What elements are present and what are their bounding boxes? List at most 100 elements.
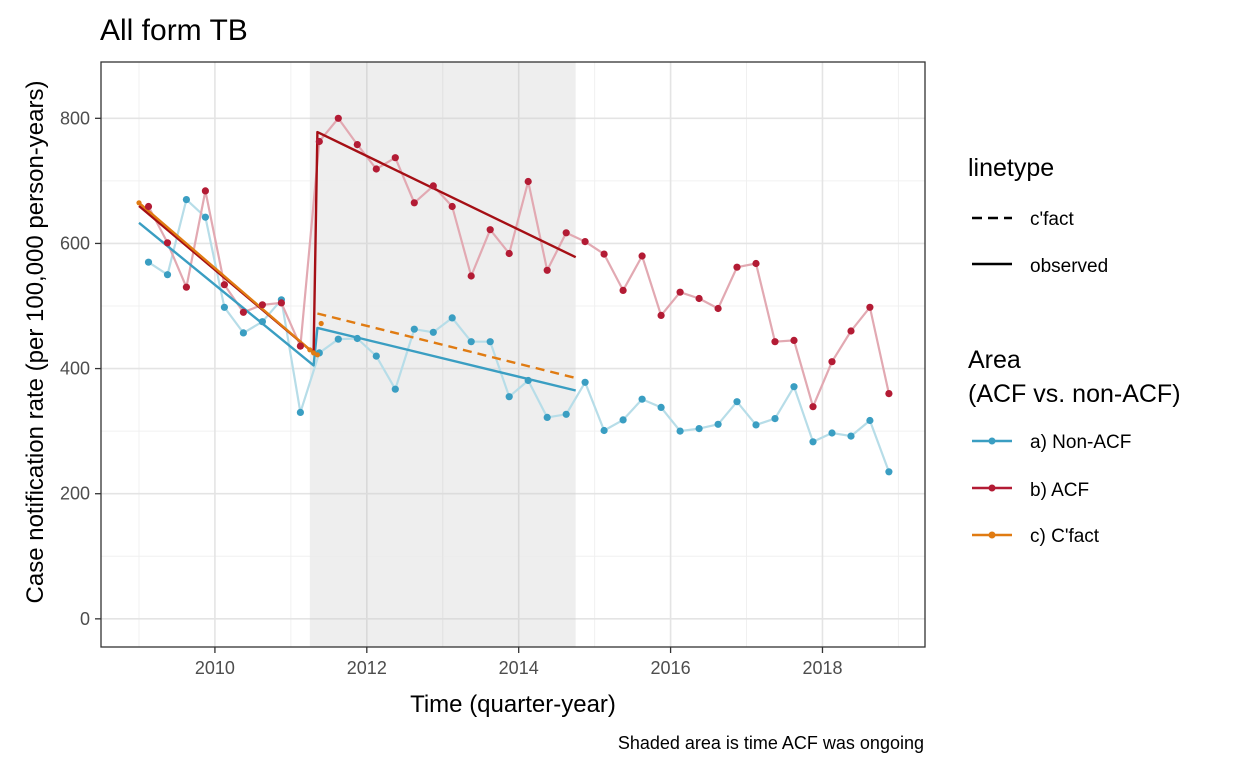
point-acf xyxy=(619,286,627,294)
point-acf xyxy=(163,239,172,247)
point-acf xyxy=(410,199,418,207)
point-non-acf xyxy=(524,376,532,385)
point-acf xyxy=(505,249,513,258)
point-acf xyxy=(239,308,247,316)
point-non-acf xyxy=(885,468,893,476)
y-tick-label: 0 xyxy=(80,609,90,629)
point-acf xyxy=(600,250,608,258)
point-acf xyxy=(752,259,760,268)
point-acf xyxy=(448,202,456,211)
legend-key-cfact-point xyxy=(988,531,996,539)
point-non-acf xyxy=(676,427,684,435)
point-acf xyxy=(771,338,779,346)
point-non-acf xyxy=(828,429,836,437)
point-acf xyxy=(581,238,589,246)
point-non-acf xyxy=(372,352,380,360)
point-acf xyxy=(372,165,380,173)
legend-label-acf: b) ACF xyxy=(1030,480,1089,501)
point-cfact xyxy=(307,347,313,353)
point-acf xyxy=(144,202,153,211)
point-acf xyxy=(258,301,266,309)
point-non-acf xyxy=(201,213,209,221)
trend-line-non-acf-observed xyxy=(138,221,576,392)
point-acf xyxy=(866,303,874,311)
point-acf xyxy=(315,137,323,146)
area-legend-title-line2: (ACF vs. non-ACF) xyxy=(968,380,1181,408)
point-acf xyxy=(790,336,798,344)
point-acf xyxy=(885,390,893,398)
point-non-acf xyxy=(505,393,513,401)
point-non-acf xyxy=(657,403,665,411)
point-non-acf xyxy=(714,420,722,428)
area-legend: Area (ACF vs. non-ACF) a) Non-ACF b) ACF… xyxy=(968,346,1181,547)
point-non-acf xyxy=(258,318,266,326)
point-acf xyxy=(201,187,209,195)
y-tick-label: 600 xyxy=(60,233,90,253)
point-non-acf xyxy=(144,258,153,266)
point-acf xyxy=(714,304,722,313)
axis-ticks: 2010 2012 2014 2016 2018 0 200 400 600 800 xyxy=(60,108,843,678)
legend-key-acf-point xyxy=(988,484,996,492)
panel-border xyxy=(100,61,926,648)
point-acf xyxy=(562,229,570,237)
area-legend-title-line1: Area xyxy=(968,346,1021,374)
point-non-acf xyxy=(448,314,456,322)
x-tick-label: 2010 xyxy=(195,658,235,678)
point-acf xyxy=(543,266,551,274)
point-non-acf xyxy=(163,271,172,279)
legend-label-non-acf: a) Non-ACF xyxy=(1030,432,1131,453)
y-axis-title: Case notification rate (per 100,000 pers… xyxy=(22,81,49,604)
y-tick-label: 800 xyxy=(60,108,90,128)
point-non-acf xyxy=(695,425,703,433)
x-axis-title: Time (quarter-year) xyxy=(410,691,616,718)
linetype-legend: linetype c'fact observed xyxy=(968,154,1108,277)
point-non-acf xyxy=(771,415,779,423)
plot-marks xyxy=(136,114,893,476)
x-tick-label: 2012 xyxy=(347,658,387,678)
point-non-acf xyxy=(543,413,551,421)
point-non-acf xyxy=(182,196,190,204)
x-tick-label: 2014 xyxy=(499,658,539,678)
point-acf xyxy=(524,177,532,186)
trend-line-cfact-observed xyxy=(138,201,315,354)
point-non-acf xyxy=(391,385,399,393)
point-non-acf xyxy=(752,421,760,429)
chart-caption: Shaded area is time ACF was ongoing xyxy=(618,733,924,753)
y-tick-label: 400 xyxy=(60,359,90,379)
point-non-acf xyxy=(733,398,741,406)
linetype-legend-title: linetype xyxy=(968,154,1054,182)
chart-title: All form TB xyxy=(100,14,248,47)
point-acf xyxy=(695,294,703,303)
point-acf xyxy=(296,342,304,350)
x-tick-label: 2018 xyxy=(802,658,842,678)
point-acf xyxy=(657,311,665,319)
x-tick-label: 2016 xyxy=(651,658,691,678)
point-non-acf xyxy=(353,334,361,343)
point-non-acf xyxy=(866,416,874,425)
legend-key-non-acf-point xyxy=(988,437,996,445)
legend-label-observed: observed xyxy=(1030,256,1108,277)
point-acf xyxy=(277,299,285,307)
point-acf xyxy=(182,283,190,291)
point-acf xyxy=(733,263,741,271)
point-acf xyxy=(486,226,494,234)
point-non-acf xyxy=(809,438,817,446)
point-acf xyxy=(429,182,437,190)
series-line-acf xyxy=(147,117,890,408)
series-line-non-acf xyxy=(147,198,890,473)
point-cfact xyxy=(318,320,324,327)
point-non-acf xyxy=(638,395,646,403)
point-non-acf xyxy=(296,408,304,416)
point-acf xyxy=(391,154,399,162)
point-non-acf xyxy=(790,383,798,391)
y-tick-label: 200 xyxy=(60,484,90,504)
point-acf xyxy=(638,252,646,260)
point-acf xyxy=(828,358,836,366)
point-acf xyxy=(847,327,855,335)
point-non-acf xyxy=(239,329,247,337)
point-acf xyxy=(334,114,342,122)
point-acf xyxy=(676,288,684,296)
point-non-acf xyxy=(562,410,570,418)
point-non-acf xyxy=(619,416,627,424)
